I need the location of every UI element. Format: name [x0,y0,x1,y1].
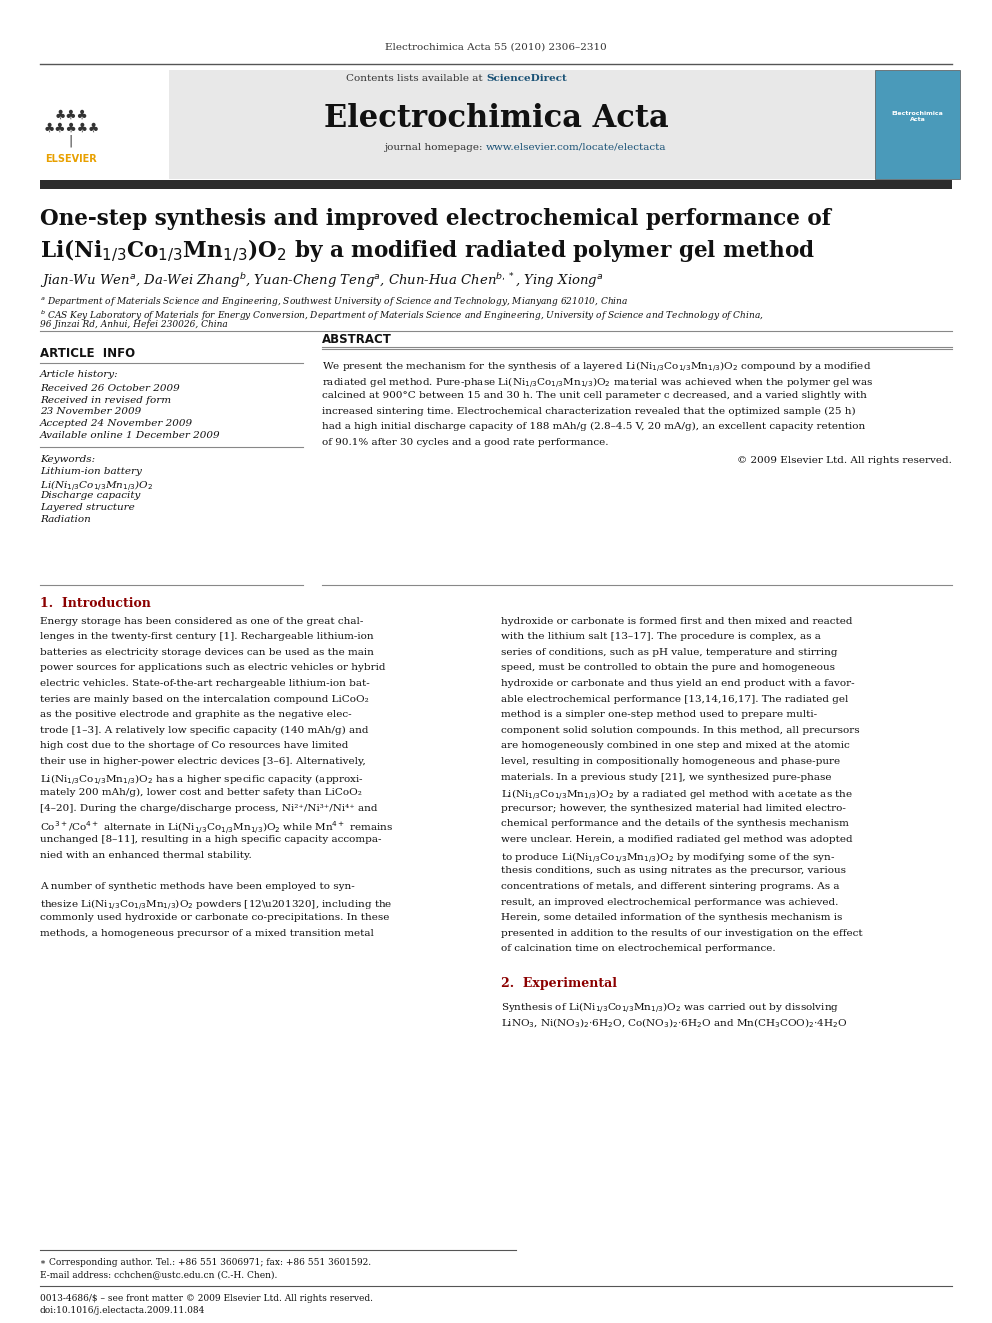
Text: teries are mainly based on the intercalation compound LiCoO₂: teries are mainly based on the intercala… [40,695,368,704]
Text: chemical performance and the details of the synthesis mechanism: chemical performance and the details of … [501,819,849,828]
Text: component solid solution compounds. In this method, all precursors: component solid solution compounds. In t… [501,726,860,734]
Text: materials. In a previous study [21], we synthesized pure-phase: materials. In a previous study [21], we … [501,773,831,782]
Text: 1.  Introduction: 1. Introduction [40,597,151,610]
Text: unchanged [8–11], resulting in a high specific capacity accompa-: unchanged [8–11], resulting in a high sp… [40,835,381,844]
Text: $^b$ CAS Key Laboratory of Materials for Energy Conversion, Department of Materi: $^b$ CAS Key Laboratory of Materials for… [40,308,763,323]
FancyBboxPatch shape [40,70,169,179]
Text: presented in addition to the results of our investigation on the effect: presented in addition to the results of … [501,929,863,938]
Text: Electrochimica
Acta: Electrochimica Acta [892,111,943,122]
Text: high cost due to the shortage of Co resources have limited: high cost due to the shortage of Co reso… [40,741,348,750]
Text: © 2009 Elsevier Ltd. All rights reserved.: © 2009 Elsevier Ltd. All rights reserved… [737,456,952,466]
Text: hydroxide or carbonate is formed first and then mixed and reacted: hydroxide or carbonate is formed first a… [501,617,852,626]
Text: www.elsevier.com/locate/electacta: www.elsevier.com/locate/electacta [486,143,667,152]
Text: Electrochimica Acta 55 (2010) 2306–2310: Electrochimica Acta 55 (2010) 2306–2310 [385,42,607,52]
Text: ScienceDirect: ScienceDirect [486,74,566,83]
Text: were unclear. Herein, a modified radiated gel method was adopted: were unclear. Herein, a modified radiate… [501,835,852,844]
Text: had a high initial discharge capacity of 188 mAh/g (2.8–4.5 V, 20 mA/g), an exce: had a high initial discharge capacity of… [322,422,866,431]
Text: electric vehicles. State-of-the-art rechargeable lithium-ion bat-: electric vehicles. State-of-the-art rech… [40,679,369,688]
Text: Article history:: Article history: [40,370,118,380]
Text: Received in revised form: Received in revised form [40,396,171,405]
Text: methods, a homogeneous precursor of a mixed transition metal: methods, a homogeneous precursor of a mi… [40,929,374,938]
Text: doi:10.1016/j.electacta.2009.11.084: doi:10.1016/j.electacta.2009.11.084 [40,1306,205,1315]
Text: as the positive electrode and graphite as the negative elec-: as the positive electrode and graphite a… [40,710,351,720]
Text: Contents lists available at: Contents lists available at [346,74,486,83]
Text: result, an improved electrochemical performance was achieved.: result, an improved electrochemical perf… [501,897,838,906]
Text: Herein, some detailed information of the synthesis mechanism is: Herein, some detailed information of the… [501,913,842,922]
Text: to produce Li(Ni$_{1/3}$Co$_{1/3}$Mn$_{1/3}$)O$_2$ by modifying some of the syn-: to produce Li(Ni$_{1/3}$Co$_{1/3}$Mn$_{1… [501,851,835,865]
Text: 23 November 2009: 23 November 2009 [40,407,141,417]
Text: [4–20]. During the charge/discharge process, Ni²⁺/Ni³⁺/Ni⁴⁺ and: [4–20]. During the charge/discharge proc… [40,804,377,812]
Text: E-mail address: cchchen@ustc.edu.cn (C.-H. Chen).: E-mail address: cchchen@ustc.edu.cn (C.-… [40,1270,277,1279]
Text: journal homepage:: journal homepage: [384,143,486,152]
Text: A number of synthetic methods have been employed to syn-: A number of synthetic methods have been … [40,882,354,890]
Text: Received 26 October 2009: Received 26 October 2009 [40,384,180,393]
Text: Jian-Wu Wen$^a$, Da-Wei Zhang$^b$, Yuan-Cheng Teng$^a$, Chun-Hua Chen$^{b,*}$, Y: Jian-Wu Wen$^a$, Da-Wei Zhang$^b$, Yuan-… [40,271,603,290]
Text: series of conditions, such as pH value, temperature and stirring: series of conditions, such as pH value, … [501,648,837,656]
Text: mately 200 mAh/g), lower cost and better safety than LiCoO₂: mately 200 mAh/g), lower cost and better… [40,789,361,798]
Text: Co$^{3+}$/Co$^{4+}$ alternate in Li(Ni$_{1/3}$Co$_{1/3}$Mn$_{1/3}$)O$_2$ while M: Co$^{3+}$/Co$^{4+}$ alternate in Li(Ni$_… [40,819,393,836]
Text: batteries as electricity storage devices can be used as the main: batteries as electricity storage devices… [40,648,374,656]
Text: 96 Jinzai Rd, Anhui, Hefei 230026, China: 96 Jinzai Rd, Anhui, Hefei 230026, China [40,320,227,329]
Text: Li(Ni$_{1/3}$Co$_{1/3}$Mn$_{1/3}$)O$_2$ has a higher specific capacity (approxi-: Li(Ni$_{1/3}$Co$_{1/3}$Mn$_{1/3}$)O$_2$ … [40,773,363,787]
Text: Radiation: Radiation [40,515,90,524]
Text: LiNO$_3$, Ni(NO$_3$)$_2$$\cdot$6H$_2$O, Co(NO$_3$)$_2$$\cdot$6H$_2$O and Mn(CH$_: LiNO$_3$, Ni(NO$_3$)$_2$$\cdot$6H$_2$O, … [501,1016,847,1031]
Text: of calcination time on electrochemical performance.: of calcination time on electrochemical p… [501,945,776,954]
Text: ARTICLE  INFO: ARTICLE INFO [40,347,135,360]
Text: method is a simpler one-step method used to prepare multi-: method is a simpler one-step method used… [501,710,817,720]
Text: thesis conditions, such as using nitrates as the precursor, various: thesis conditions, such as using nitrate… [501,867,846,876]
Text: able electrochemical performance [13,14,16,17]. The radiated gel: able electrochemical performance [13,14,… [501,695,848,704]
Text: speed, must be controlled to obtain the pure and homogeneous: speed, must be controlled to obtain the … [501,663,835,672]
Text: Li(Ni$_{1/3}$Co$_{1/3}$Mn$_{1/3}$)O$_2$: Li(Ni$_{1/3}$Co$_{1/3}$Mn$_{1/3}$)O$_2$ [40,479,153,493]
Text: power sources for applications such as electric vehicles or hybrid: power sources for applications such as e… [40,663,385,672]
Text: level, resulting in compositionally homogeneous and phase-pure: level, resulting in compositionally homo… [501,757,840,766]
Text: ∗ Corresponding author. Tel.: +86 551 3606971; fax: +86 551 3601592.: ∗ Corresponding author. Tel.: +86 551 36… [40,1258,371,1267]
Text: ABSTRACT: ABSTRACT [322,333,392,347]
Text: their use in higher-power electric devices [3–6]. Alternatively,: their use in higher-power electric devic… [40,757,365,766]
Text: lenges in the twenty-first century [1]. Rechargeable lithium-ion: lenges in the twenty-first century [1]. … [40,632,373,642]
Text: are homogeneously combined in one step and mixed at the atomic: are homogeneously combined in one step a… [501,741,850,750]
Text: Accepted 24 November 2009: Accepted 24 November 2009 [40,419,192,429]
Text: concentrations of metals, and different sintering programs. As a: concentrations of metals, and different … [501,882,839,890]
Text: ♣♣♣
♣♣♣♣♣
  |: ♣♣♣ ♣♣♣♣♣ | [44,108,99,147]
Text: trode [1–3]. A relatively low specific capacity (140 mAh/g) and: trode [1–3]. A relatively low specific c… [40,726,368,734]
Text: Layered structure: Layered structure [40,503,135,512]
Text: Available online 1 December 2009: Available online 1 December 2009 [40,431,220,441]
Text: increased sintering time. Electrochemical characterization revealed that the opt: increased sintering time. Electrochemica… [322,406,856,415]
Text: Li(Ni$_{1/3}$Co$_{1/3}$Mn$_{1/3}$)O$_2$ by a radiated gel method with acetate as: Li(Ni$_{1/3}$Co$_{1/3}$Mn$_{1/3}$)O$_2$ … [501,789,853,803]
Text: Synthesis of Li(Ni$_{1/3}$Co$_{1/3}$Mn$_{1/3}$)O$_2$ was carried out by dissolvi: Synthesis of Li(Ni$_{1/3}$Co$_{1/3}$Mn$_… [501,1002,839,1016]
Text: ELSEVIER: ELSEVIER [46,153,97,164]
Text: hydroxide or carbonate and thus yield an end product with a favor-: hydroxide or carbonate and thus yield an… [501,679,854,688]
Text: One-step synthesis and improved electrochemical performance of: One-step synthesis and improved electroc… [40,208,830,230]
Text: commonly used hydroxide or carbonate co-precipitations. In these: commonly used hydroxide or carbonate co-… [40,913,389,922]
Text: 2.  Experimental: 2. Experimental [501,978,617,990]
Text: thesize Li(Ni$_{1/3}$Co$_{1/3}$Mn$_{1/3}$)O$_2$ powders [12\u201320], including : thesize Li(Ni$_{1/3}$Co$_{1/3}$Mn$_{1/3}… [40,897,392,913]
FancyBboxPatch shape [40,70,878,179]
Text: with the lithium salt [13–17]. The procedure is complex, as a: with the lithium salt [13–17]. The proce… [501,632,820,642]
Text: Li(Ni$_{1/3}$Co$_{1/3}$Mn$_{1/3}$)O$_2$ by a modified radiated polymer gel metho: Li(Ni$_{1/3}$Co$_{1/3}$Mn$_{1/3}$)O$_2$ … [40,237,815,263]
Text: calcined at 900°C between 15 and 30 h. The unit cell parameter c decreased, and : calcined at 900°C between 15 and 30 h. T… [322,392,867,400]
Text: Discharge capacity: Discharge capacity [40,491,140,500]
FancyBboxPatch shape [875,70,960,179]
Text: Lithium-ion battery: Lithium-ion battery [40,467,142,476]
Text: radiated gel method. Pure-phase Li(Ni$_{1/3}$Co$_{1/3}$Mn$_{1/3}$)O$_2$ material: radiated gel method. Pure-phase Li(Ni$_{… [322,376,874,390]
Text: of 90.1% after 30 cycles and a good rate performance.: of 90.1% after 30 cycles and a good rate… [322,438,609,447]
Text: Electrochimica Acta: Electrochimica Acta [323,103,669,134]
Text: We present the mechanism for the synthesis of a layered Li(Ni$_{1/3}$Co$_{1/3}$M: We present the mechanism for the synthes… [322,360,872,374]
Text: Keywords:: Keywords: [40,455,95,464]
Text: Energy storage has been considered as one of the great chal-: Energy storage has been considered as on… [40,617,363,626]
Text: precursor; however, the synthesized material had limited electro-: precursor; however, the synthesized mate… [501,804,846,812]
Text: 0013-4686/$ – see front matter © 2009 Elsevier Ltd. All rights reserved.: 0013-4686/$ – see front matter © 2009 El… [40,1294,373,1303]
Text: nied with an enhanced thermal stability.: nied with an enhanced thermal stability. [40,851,251,860]
FancyBboxPatch shape [40,180,952,189]
Text: $^a$ Department of Materials Science and Engineering, Southwest University of Sc: $^a$ Department of Materials Science and… [40,295,628,308]
